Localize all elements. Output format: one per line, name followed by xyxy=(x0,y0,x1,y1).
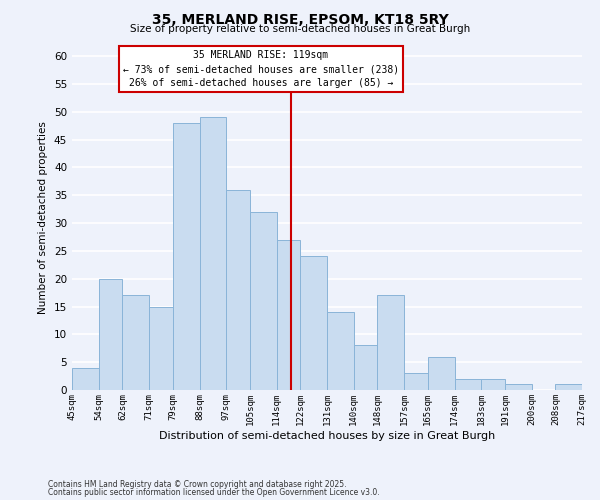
Bar xyxy=(556,384,582,390)
Bar xyxy=(199,118,226,390)
X-axis label: Distribution of semi-detached houses by size in Great Burgh: Distribution of semi-detached houses by … xyxy=(159,430,495,440)
Bar xyxy=(250,212,277,390)
Text: Contains HM Land Registry data © Crown copyright and database right 2025.: Contains HM Land Registry data © Crown c… xyxy=(48,480,347,489)
Bar xyxy=(226,190,250,390)
Text: 35, MERLAND RISE, EPSOM, KT18 5RY: 35, MERLAND RISE, EPSOM, KT18 5RY xyxy=(152,12,448,26)
Bar xyxy=(481,379,505,390)
Bar xyxy=(72,368,98,390)
Bar xyxy=(98,278,122,390)
Bar xyxy=(505,384,532,390)
Y-axis label: Number of semi-detached properties: Number of semi-detached properties xyxy=(38,121,49,314)
Bar xyxy=(327,312,353,390)
Text: Contains public sector information licensed under the Open Government Licence v3: Contains public sector information licen… xyxy=(48,488,380,497)
Bar xyxy=(455,379,481,390)
Bar xyxy=(353,346,377,390)
Bar xyxy=(149,306,173,390)
Bar xyxy=(173,123,199,390)
Text: Size of property relative to semi-detached houses in Great Burgh: Size of property relative to semi-detach… xyxy=(130,24,470,34)
Text: 35 MERLAND RISE: 119sqm
← 73% of semi-detached houses are smaller (238)
26% of s: 35 MERLAND RISE: 119sqm ← 73% of semi-de… xyxy=(122,50,399,88)
Bar xyxy=(404,374,428,390)
Bar xyxy=(277,240,301,390)
Bar xyxy=(301,256,327,390)
Bar xyxy=(377,296,404,390)
Bar xyxy=(122,296,149,390)
Bar xyxy=(428,356,455,390)
